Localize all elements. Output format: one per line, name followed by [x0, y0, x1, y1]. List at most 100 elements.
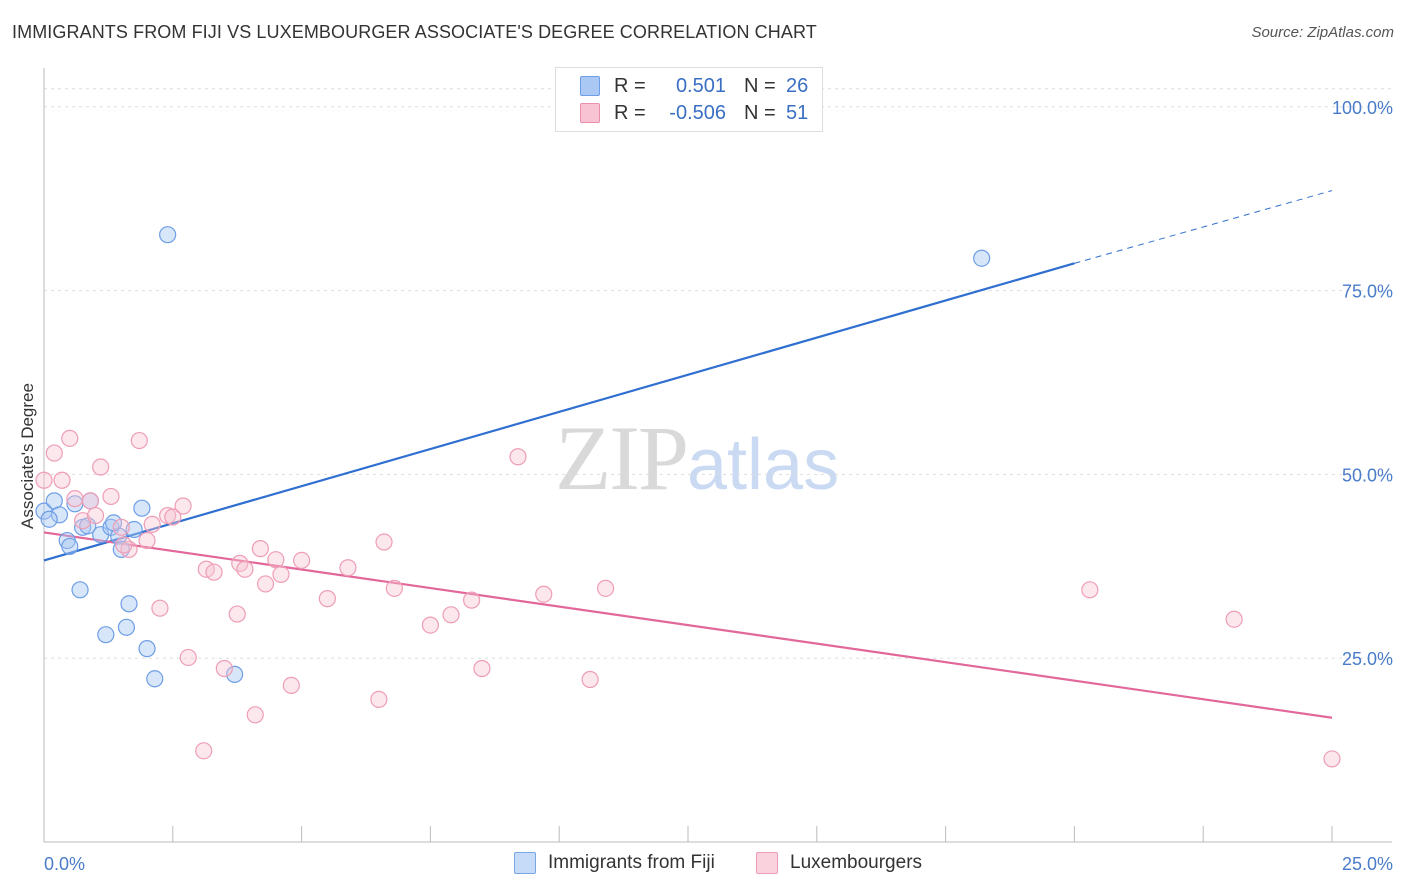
point-luxembourger [174, 497, 192, 515]
y-tick-label: 75.0% [1342, 282, 1393, 302]
legend-r-label: R = [614, 101, 646, 124]
point-luxembourger [385, 579, 403, 597]
point-luxembourger [53, 471, 71, 489]
axes [43, 68, 1392, 843]
point-fiji [120, 595, 138, 613]
point-luxembourger [81, 492, 99, 510]
point-luxembourger [282, 676, 300, 694]
legend-r-value: 0.501 [675, 74, 726, 97]
point-luxembourger [102, 487, 120, 506]
point-luxembourger [473, 659, 491, 678]
point-luxembourger [370, 690, 388, 708]
y-tick-label: 50.0% [1342, 465, 1393, 485]
point-luxembourger [164, 508, 182, 526]
trend-line [43, 262, 1075, 562]
point-luxembourger [195, 742, 213, 760]
legend-swatch-fiji [580, 76, 600, 96]
point-luxembourger [130, 431, 148, 450]
trend-lines [43, 190, 1333, 719]
legend-n-label: N = [744, 101, 776, 124]
point-luxembourger [92, 458, 110, 476]
point-fiji [61, 537, 79, 556]
point-luxembourger [1081, 581, 1099, 599]
point-luxembourger [74, 512, 92, 530]
point-luxembourger [143, 515, 161, 533]
series-legend-fiji[interactable]: Immigrants from Fiji [514, 852, 715, 874]
point-luxembourger [138, 531, 156, 550]
legend-row-luxembourgers: R = -0.506 N = 51 [580, 101, 808, 125]
series-swatch-fiji [514, 852, 536, 874]
point-luxembourger [251, 540, 269, 558]
point-luxembourger [215, 659, 233, 678]
point-fiji [50, 506, 69, 524]
y-axis-title: Associate's Degree [18, 383, 37, 529]
point-luxembourger [246, 706, 264, 724]
point-luxembourger [318, 590, 336, 608]
point-luxembourger [45, 444, 63, 462]
point-fiji [117, 618, 136, 636]
point-luxembourger [151, 599, 169, 617]
point-fiji [138, 640, 156, 658]
source-credit: Source: ZipAtlas.com [1251, 24, 1394, 41]
series-swatch-luxembourgers [756, 852, 778, 874]
point-fiji [226, 665, 244, 683]
point-luxembourger [509, 448, 527, 466]
series-legend: Immigrants from Fiji Luxembourgers [0, 852, 1406, 878]
point-luxembourger [35, 471, 53, 489]
point-luxembourger [115, 536, 133, 554]
point-luxembourger [442, 606, 460, 624]
data-points [35, 226, 1341, 768]
correlation-legend: R = 0.501 N = 26 R = -0.506 N = 51 [555, 67, 823, 132]
trend-line [43, 531, 1333, 719]
tick-labels: 25.0% 50.0% 75.0% 100.0% 0.0% 25.0% [44, 98, 1393, 874]
x-tick-label: 0.0% [44, 854, 85, 874]
point-luxembourger [112, 518, 130, 536]
point-luxembourger [293, 551, 311, 570]
point-luxembourger [86, 506, 105, 525]
point-luxembourger [61, 429, 79, 447]
point-fiji [159, 226, 177, 244]
legend-r-value: -0.506 [669, 101, 726, 124]
series-label-fiji: Immigrants from Fiji [548, 852, 715, 873]
chart-title: IMMIGRANTS FROM FIJI VS LUXEMBOURGER ASS… [12, 22, 817, 42]
legend-n-value: 26 [786, 74, 809, 97]
point-luxembourger [339, 559, 357, 577]
point-fiji [133, 499, 151, 517]
trend-line-extension [1074, 190, 1333, 264]
point-luxembourger [421, 616, 439, 634]
point-fiji [40, 510, 58, 528]
point-luxembourger [256, 575, 275, 593]
point-fiji [97, 626, 115, 644]
point-luxembourger [205, 563, 223, 581]
point-luxembourger [267, 551, 285, 569]
point-luxembourger [272, 565, 290, 583]
point-luxembourger [535, 585, 553, 603]
x-tick-label: 25.0% [1342, 854, 1393, 874]
watermark-zip: ZIP [555, 407, 689, 509]
legend-r-label: R = [614, 74, 646, 97]
legend-swatch-luxembourgers [580, 103, 600, 123]
point-fiji [146, 670, 164, 688]
point-luxembourger [581, 670, 599, 689]
watermark-atlas: atlas [687, 425, 840, 505]
point-luxembourger [179, 648, 197, 667]
point-fiji [973, 249, 991, 267]
legend-row-fiji: R = 0.501 N = 26 [580, 74, 808, 98]
point-luxembourger [463, 591, 481, 609]
point-fiji [125, 520, 143, 539]
point-luxembourger [1225, 610, 1243, 628]
series-label-luxembourgers: Luxembourgers [790, 852, 923, 873]
point-luxembourger [66, 490, 84, 508]
point-luxembourger [1323, 750, 1341, 768]
point-fiji [71, 581, 89, 599]
y-tick-label: 100.0% [1332, 98, 1393, 118]
point-luxembourger [228, 605, 246, 623]
watermark: ZIPatlas [555, 405, 839, 511]
legend-n-value: 51 [786, 101, 809, 124]
series-legend-luxembourgers[interactable]: Luxembourgers [756, 852, 922, 874]
y-tick-label: 25.0% [1342, 649, 1393, 669]
point-luxembourger [596, 579, 615, 597]
point-luxembourger [375, 533, 393, 551]
point-luxembourger [236, 560, 254, 578]
